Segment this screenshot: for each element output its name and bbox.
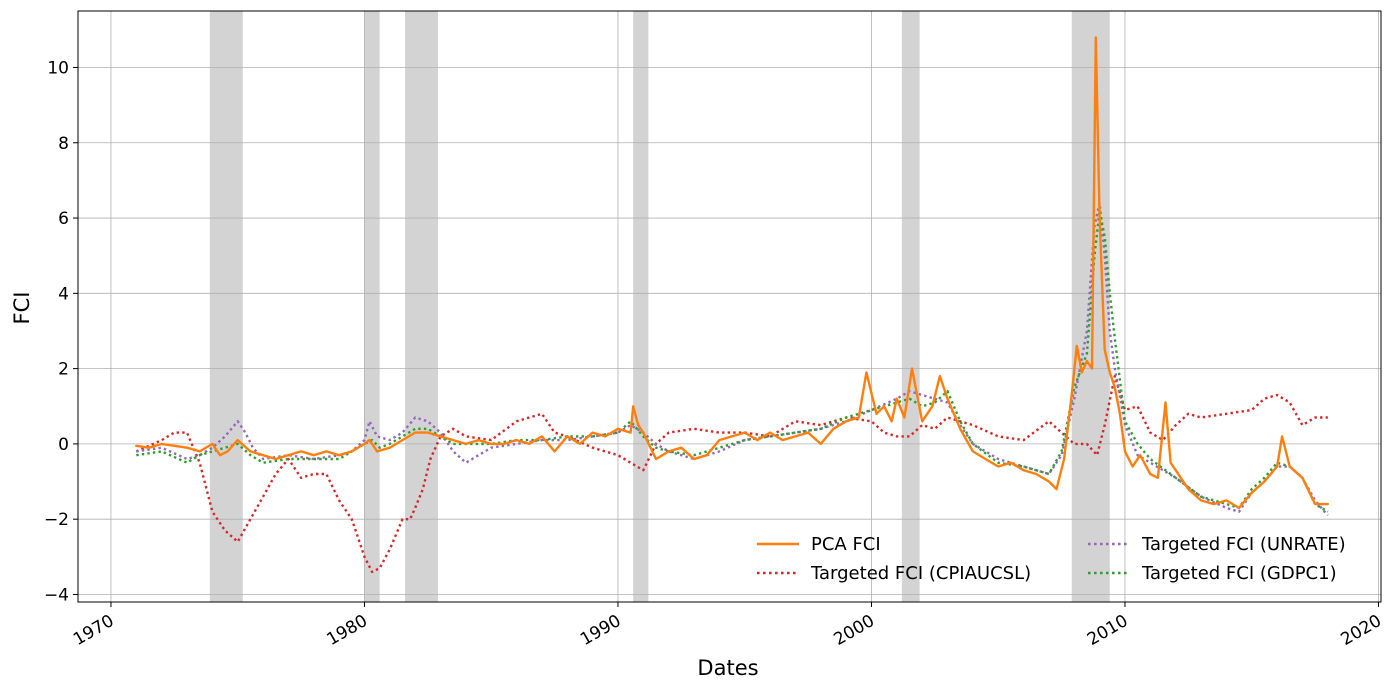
series-line-targeted-fci-gdpc1	[136, 209, 1329, 513]
x-tick-label: 1980	[323, 611, 370, 650]
y-tick-label: 0	[58, 435, 69, 455]
x-tick-label: 1970	[70, 611, 117, 650]
grid-group	[78, 11, 1381, 602]
y-tick-label: 2	[58, 360, 69, 380]
legend-label: PCA FCI	[811, 534, 881, 555]
y-tick-label: 10	[47, 58, 69, 78]
x-axis-label: Dates	[697, 656, 758, 680]
x-tick-label: 2020	[1337, 611, 1384, 650]
y-tick-label: 4	[58, 284, 69, 304]
legend-label: Targeted FCI (GDPC1)	[1141, 563, 1337, 584]
x-tick-label: 2010	[1084, 611, 1131, 650]
y-tick-label: 8	[58, 134, 69, 154]
recession-band-2	[364, 11, 380, 602]
series-line-pca-fci	[135, 36, 1329, 510]
legend-label: Targeted FCI (CPIAUCSL)	[810, 563, 1031, 584]
y-axis-label: FCI	[10, 292, 34, 325]
legend: PCA FCI Targeted FCI (CPIAUCSL) Targeted F…	[757, 534, 1346, 584]
x-tick-label: 1990	[577, 611, 624, 650]
x-tick-label: 2000	[830, 611, 877, 650]
recession-shading-group	[209, 11, 1110, 602]
recession-band-3	[405, 11, 438, 602]
recession-band-1	[209, 11, 243, 602]
y-tick-label: −4	[44, 585, 69, 605]
y-tick-label: −2	[44, 510, 69, 530]
recession-band-4	[633, 11, 649, 602]
plot-frame	[77, 10, 1382, 603]
series-group	[135, 36, 1329, 574]
x-axis-ticks: 1970 1980 1990 2000 2010 2020	[70, 602, 1385, 650]
legend-label: Targeted FCI (UNRATE)	[1141, 534, 1346, 555]
y-axis-ticks: −4 −2 0 2 4 6 8 10	[44, 58, 78, 605]
y-tick-label: 6	[58, 209, 69, 229]
series-line-targeted-fci-unrate	[136, 201, 1329, 517]
series-line-targeted-fci-cpiaucsl	[135, 374, 1328, 574]
recession-band-5	[901, 11, 920, 602]
